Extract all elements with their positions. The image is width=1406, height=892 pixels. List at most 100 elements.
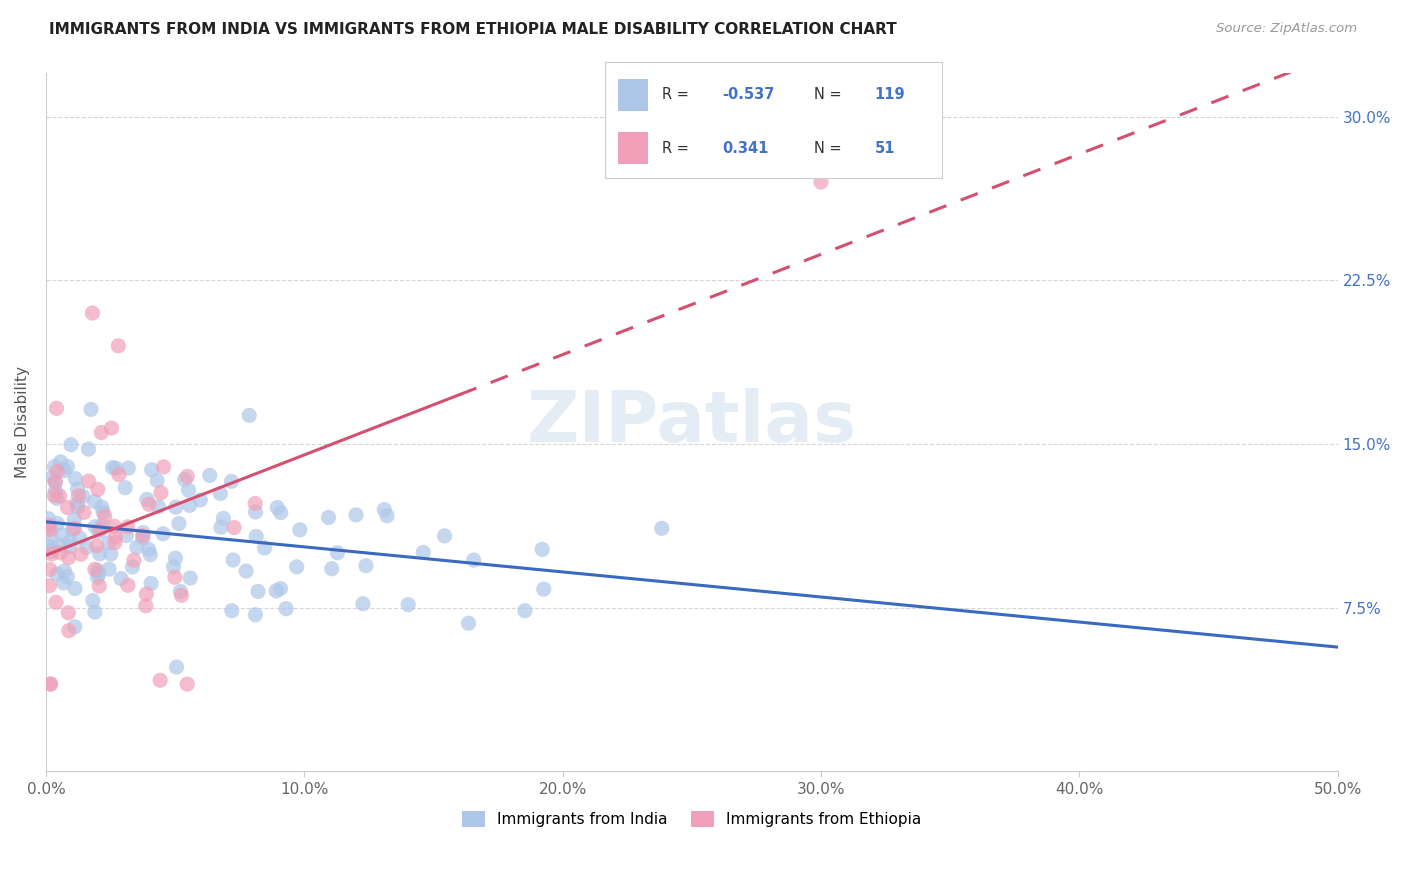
- Text: 0.341: 0.341: [723, 141, 769, 156]
- Point: [222, 553, 245, 567]
- Point: [77, 442, 100, 456]
- Point: [69, 531, 91, 545]
- Legend: Immigrants from India, Immigrants from Ethiopia: Immigrants from India, Immigrants from E…: [456, 805, 928, 833]
- Point: [513, 604, 536, 618]
- Point: [243, 496, 266, 510]
- Point: [149, 485, 172, 500]
- Point: [90, 425, 112, 440]
- Point: [146, 474, 169, 488]
- Point: [53, 564, 76, 578]
- Point: [121, 560, 143, 574]
- Point: [270, 506, 292, 520]
- Point: [91, 505, 114, 519]
- Point: [45, 566, 67, 581]
- Point: [433, 529, 456, 543]
- Point: [115, 528, 138, 542]
- Point: [104, 461, 127, 475]
- Point: [163, 570, 186, 584]
- Text: N =: N =: [814, 87, 846, 103]
- Point: [87, 483, 110, 497]
- Point: [51, 528, 73, 542]
- Point: [56, 500, 79, 515]
- Point: [533, 582, 555, 597]
- Point: [97, 536, 120, 550]
- Point: [38, 512, 60, 526]
- Point: [82, 593, 104, 607]
- Point: [59, 540, 82, 554]
- Point: [122, 553, 145, 567]
- Point: [46, 464, 69, 478]
- Point: [84, 520, 107, 534]
- Point: [73, 505, 96, 519]
- Point: [138, 497, 160, 511]
- Point: [38, 518, 60, 533]
- Point: [274, 601, 297, 615]
- Point: [90, 518, 112, 533]
- Point: [270, 582, 292, 596]
- Point: [188, 493, 211, 508]
- Point: [179, 571, 201, 585]
- Point: [246, 584, 269, 599]
- Point: [86, 564, 108, 578]
- Point: [80, 402, 103, 417]
- Point: [46, 516, 69, 531]
- Point: [42, 541, 65, 555]
- Point: [56, 569, 79, 583]
- Point: [49, 546, 72, 560]
- Point: [245, 529, 267, 543]
- Point: [38, 539, 60, 553]
- Point: [89, 547, 111, 561]
- Point: [70, 547, 93, 561]
- Point: [198, 468, 221, 483]
- Text: 119: 119: [875, 87, 905, 103]
- Point: [135, 587, 157, 601]
- Point: [104, 535, 127, 549]
- Point: [179, 499, 201, 513]
- Point: [221, 475, 243, 489]
- Point: [100, 547, 122, 561]
- Point: [166, 660, 188, 674]
- Point: [66, 500, 89, 514]
- Point: [139, 576, 162, 591]
- Point: [104, 530, 127, 544]
- Point: [810, 175, 832, 189]
- Point: [66, 483, 89, 497]
- Point: [326, 546, 349, 560]
- Point: [412, 545, 434, 559]
- Point: [165, 500, 187, 515]
- Point: [83, 605, 105, 619]
- Point: [42, 488, 65, 502]
- Point: [176, 469, 198, 483]
- Point: [56, 459, 79, 474]
- Point: [107, 339, 129, 353]
- Point: [44, 483, 66, 498]
- Text: R =: R =: [662, 87, 693, 103]
- Point: [152, 526, 174, 541]
- Point: [209, 486, 232, 500]
- Point: [132, 525, 155, 540]
- Point: [41, 547, 63, 561]
- Point: [63, 521, 86, 535]
- Point: [139, 548, 162, 562]
- Point: [396, 598, 419, 612]
- Point: [135, 599, 157, 613]
- Point: [63, 582, 86, 596]
- FancyBboxPatch shape: [619, 132, 648, 164]
- Point: [457, 616, 479, 631]
- Text: -0.537: -0.537: [723, 87, 775, 103]
- Point: [209, 520, 232, 534]
- Point: [245, 505, 267, 519]
- Point: [148, 500, 170, 514]
- Point: [87, 524, 110, 539]
- Point: [39, 677, 62, 691]
- Point: [110, 572, 132, 586]
- Point: [58, 550, 80, 565]
- Point: [169, 584, 191, 599]
- Point: [94, 509, 117, 524]
- Point: [117, 461, 139, 475]
- Y-axis label: Male Disability: Male Disability: [15, 367, 30, 478]
- Point: [76, 541, 98, 555]
- Point: [83, 562, 105, 576]
- Point: [352, 597, 374, 611]
- Point: [38, 579, 60, 593]
